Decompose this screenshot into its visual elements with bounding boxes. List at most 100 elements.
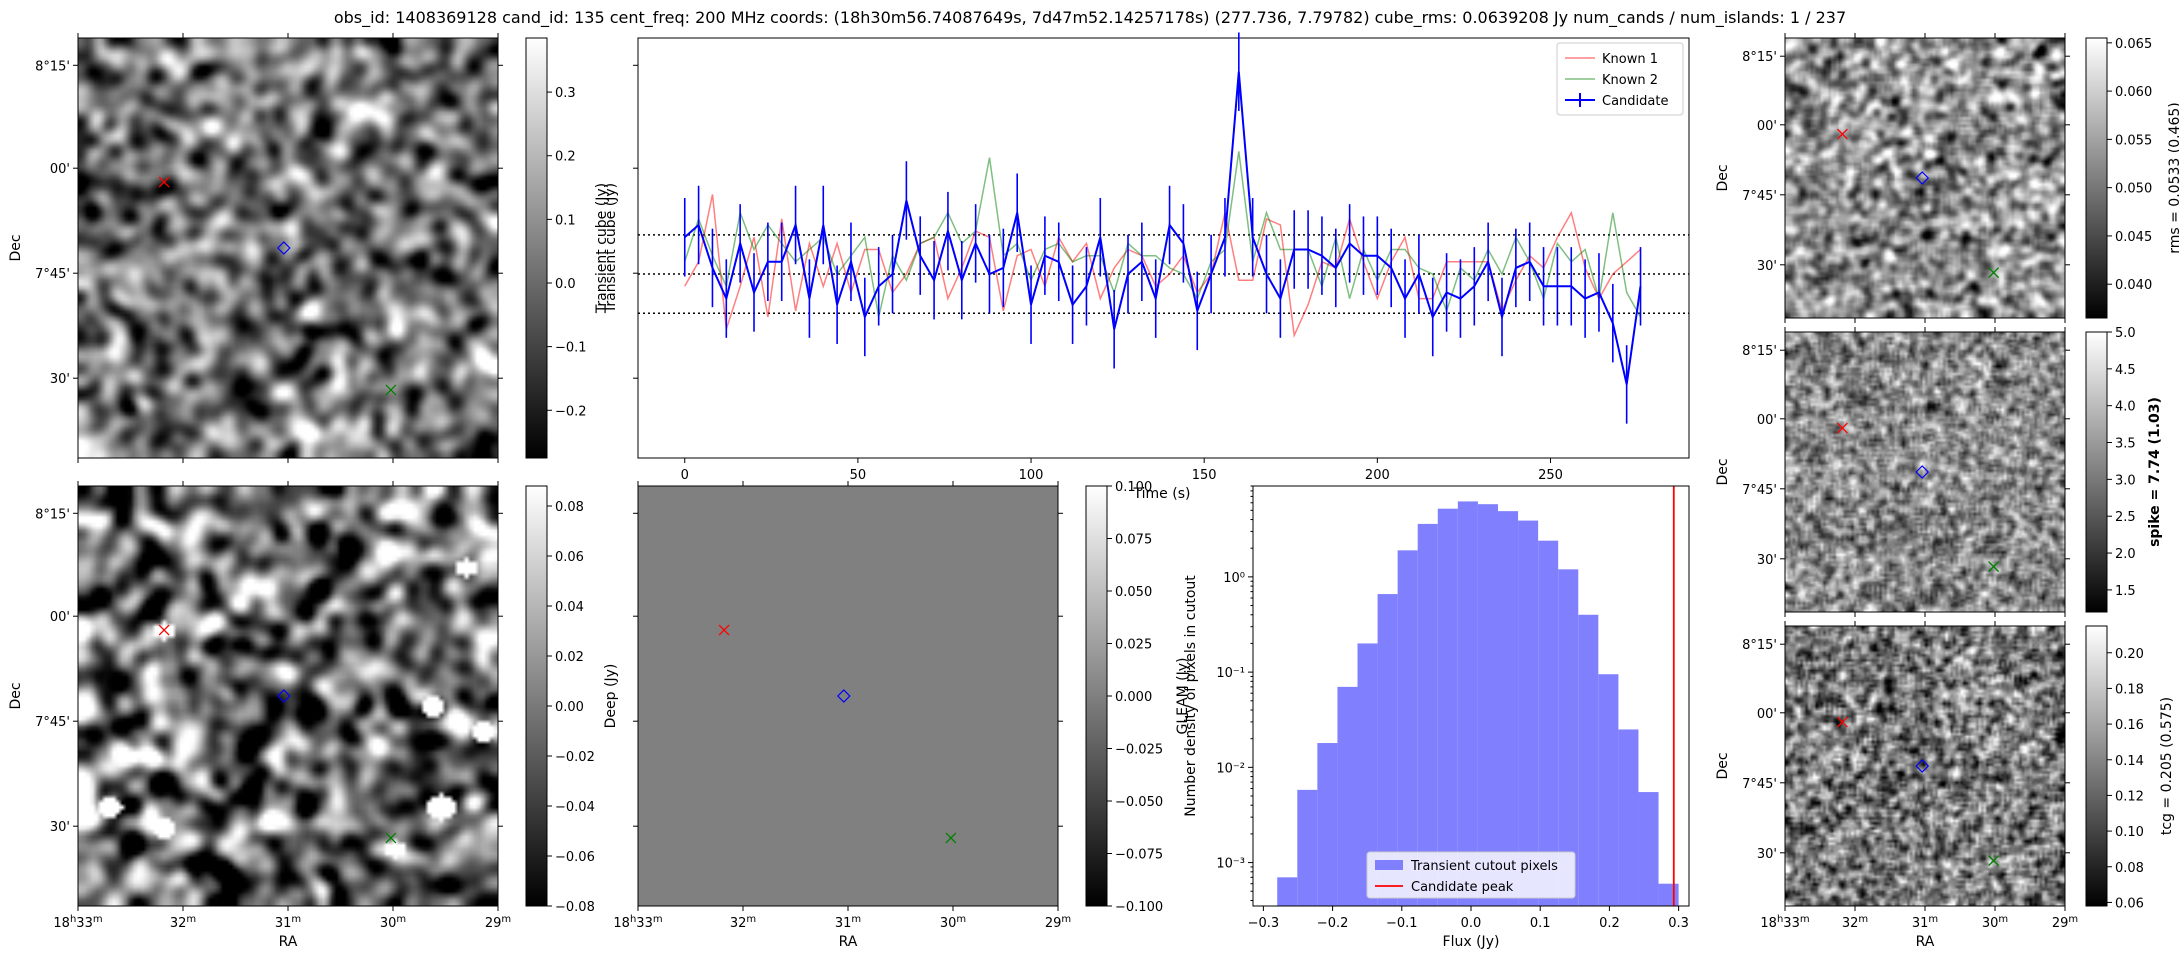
- candidate-marker: [836, 689, 851, 703]
- rms-panel-image: [1785, 38, 2065, 318]
- colorbar-tick-label: −0.06: [555, 850, 595, 865]
- dec-axis-label: Dec: [1715, 752, 1731, 779]
- colorbar-label: rms = 0.0533 (0.465): [2167, 102, 2179, 254]
- histogram-bar: [1578, 614, 1599, 906]
- x-tick-label: 0.3: [1668, 916, 1689, 931]
- dec-tick-label: 8°15': [1742, 638, 1777, 653]
- ra-tick-label: 30m: [380, 914, 406, 931]
- colorbar-tick-label: 5.0: [2115, 326, 2136, 341]
- colorbar-tick-label: 0.12: [2115, 789, 2144, 804]
- colorbar-tick-label: 4.0: [2115, 400, 2136, 415]
- colorbar-tick-label: 2.0: [2115, 547, 2136, 562]
- x-tick-label: 0.2: [1599, 916, 1620, 931]
- x-tick-label: 0.1: [1530, 916, 1551, 931]
- x-tick-label: 150: [1192, 468, 1217, 483]
- deep-panel: 18h33m 32m 31m 30m 29m RA 8°15' 00' 7°45' 30' Dec: [8, 481, 511, 950]
- tcg-colorbar: 0.20 0.18 0.16 0.14 0.12 0.10 0.08 0.06 tcg = 0.…: [2085, 625, 2175, 911]
- histogram-bar: [1518, 520, 1539, 906]
- colorbar-tick-label: 3.0: [2115, 473, 2136, 488]
- colorbar-tick-label: 0.08: [2115, 861, 2144, 876]
- spike-colorbar: 5.0 4.5 4.0 3.5 3.0 2.5 2.0 1.5 spike = 7.74 (1.…: [2085, 326, 2163, 613]
- colorbar-tick-label: 0.065: [2115, 37, 2152, 52]
- legend-entry-label: Candidate peak: [1411, 880, 1514, 895]
- y-axis-label: Number density of pixels in cutout: [1183, 575, 1199, 817]
- ra-tick-label: 31m: [275, 914, 301, 931]
- gleam-panel: 18h33m 32m 31m 30m 29m RA: [613, 481, 1071, 950]
- dec-tick-label: 8°15': [35, 507, 70, 522]
- dec-tick-label: 30': [50, 372, 70, 387]
- colorbar-tick-label: 3.5: [2115, 437, 2136, 452]
- colorbar-tick-label: 0.00: [555, 700, 584, 715]
- dec-tick-label: 00': [1757, 707, 1777, 722]
- ra-tick-label: 32m: [170, 914, 196, 931]
- histogram-bar: [1598, 674, 1619, 906]
- ra-tick-label: 32m: [730, 914, 756, 931]
- colorbar-tick-label: 1.5: [2115, 584, 2136, 599]
- colorbar-tick-label: 0.10: [2115, 825, 2144, 840]
- ra-tick-label: 18h33m: [53, 914, 102, 931]
- legend-swatch: [1375, 860, 1403, 870]
- dec-tick-label: 8°15': [35, 59, 70, 74]
- legend-box: [1556, 42, 1684, 116]
- dec-axis-label: Dec: [8, 682, 24, 709]
- x-tick-label: 50: [850, 468, 867, 483]
- colorbar-tick-label: 0.04: [555, 600, 584, 615]
- colorbar-label: Transient cube (Jy): [603, 183, 619, 314]
- colorbar-tick-label: 0.045: [2115, 230, 2152, 245]
- known-2-marker: [385, 384, 397, 396]
- ra-tick-label: 30m: [1982, 914, 2008, 931]
- known-1-marker: [1836, 716, 1848, 728]
- light-curve-legend: Known 1 Known 2 Candidate: [1556, 42, 1684, 116]
- colorbar-tick-label: 0.100: [1115, 480, 1152, 495]
- y-tick-label: 10⁻²: [1216, 761, 1245, 776]
- ra-tick-label: 29m: [2052, 914, 2078, 931]
- histogram-bar: [1377, 594, 1398, 906]
- colorbar-tick-label: −0.04: [555, 800, 595, 815]
- series-line-known-1: [684, 194, 1641, 339]
- spike-panel: 8°15' 00' 7°45' 30' Dec: [1715, 327, 2070, 617]
- tcg-panel: 18h33m 32m 31m 30m 29m RA 8°15' 00' 7°45' 30' Dec: [1715, 621, 2078, 950]
- legend-entry-label: Transient cutout pixels: [1410, 859, 1558, 874]
- colorbar-tick-label: 0.025: [1115, 638, 1152, 653]
- deep-colorbar: 0.08 0.06 0.04 0.02 0.00 −0.02 −0.04 −0.06 −0.08…: [525, 485, 619, 915]
- colorbar-tick-label: 0.06: [555, 550, 584, 565]
- colorbar-tick-label: 0.3: [555, 86, 576, 101]
- known-2-marker: [1988, 267, 2000, 279]
- colorbar-tick-label: 0.050: [1115, 585, 1152, 600]
- legend-entry-label: Known 1: [1602, 52, 1658, 67]
- colorbar-tick-label: 0.055: [2115, 133, 2152, 148]
- histogram-bar: [1437, 508, 1458, 906]
- colorbar-gradient: [525, 37, 548, 459]
- histogram-bar: [1317, 743, 1338, 906]
- histogram-bar: [1357, 643, 1378, 906]
- rms-colorbar: 0.065 0.060 0.055 0.050 0.045 0.040 rms = 0.05…: [2085, 37, 2179, 319]
- histogram-bar: [1457, 501, 1478, 906]
- colorbar-gradient: [2085, 625, 2108, 907]
- colorbar-tick-label: −0.02: [555, 750, 595, 765]
- ra-tick-label: 29m: [485, 914, 511, 931]
- histogram-bar: [1558, 569, 1579, 906]
- dec-tick-label: 30': [50, 820, 70, 835]
- colorbar-tick-label: 0.075: [1115, 533, 1152, 548]
- y-tick-label: 10⁰: [1223, 571, 1245, 586]
- ra-tick-label: 18h33m: [1760, 914, 1809, 931]
- colorbar-tick-label: 2.5: [2115, 510, 2136, 525]
- known-1-marker: [158, 176, 170, 188]
- plot-frame: [637, 37, 1690, 459]
- tcg-panel-image: [1785, 626, 2065, 906]
- x-tick-label: −0.3: [1248, 916, 1280, 931]
- ra-tick-label: 29m: [1045, 914, 1071, 931]
- dec-tick-label: 7°45': [35, 267, 70, 282]
- ra-tick-label: 31m: [835, 914, 861, 931]
- ra-tick-label: 32m: [1842, 914, 1868, 931]
- legend-box: [1366, 851, 1576, 899]
- gleam-colorbar: 0.100 0.075 0.050 0.025 0.000 −0.025 −0.050 −0.…: [1085, 480, 1191, 915]
- deep-panel-image: [78, 486, 498, 906]
- dec-tick-label: 30': [1757, 847, 1777, 862]
- x-axis-label: Time (s): [1133, 486, 1191, 502]
- dec-tick-label: 7°45': [1742, 483, 1777, 498]
- colorbar-label: spike = 7.74 (1.03): [2147, 397, 2163, 547]
- known-2-marker: [385, 832, 397, 844]
- dec-tick-label: 7°45': [35, 715, 70, 730]
- known-2-marker: [1988, 855, 2000, 867]
